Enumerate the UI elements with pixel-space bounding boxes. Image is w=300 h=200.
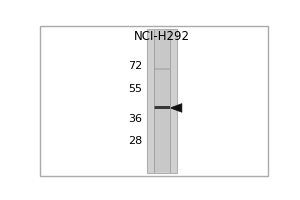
Bar bbox=[154, 30, 170, 172]
Text: 28: 28 bbox=[128, 136, 142, 146]
Polygon shape bbox=[170, 104, 182, 112]
Bar bbox=[154, 106, 170, 109]
Bar bbox=[147, 29, 177, 173]
Text: 72: 72 bbox=[128, 61, 142, 71]
Bar bbox=[154, 68, 170, 70]
Text: NCI-H292: NCI-H292 bbox=[134, 30, 190, 43]
Text: 55: 55 bbox=[128, 84, 142, 94]
Text: 36: 36 bbox=[128, 114, 142, 124]
